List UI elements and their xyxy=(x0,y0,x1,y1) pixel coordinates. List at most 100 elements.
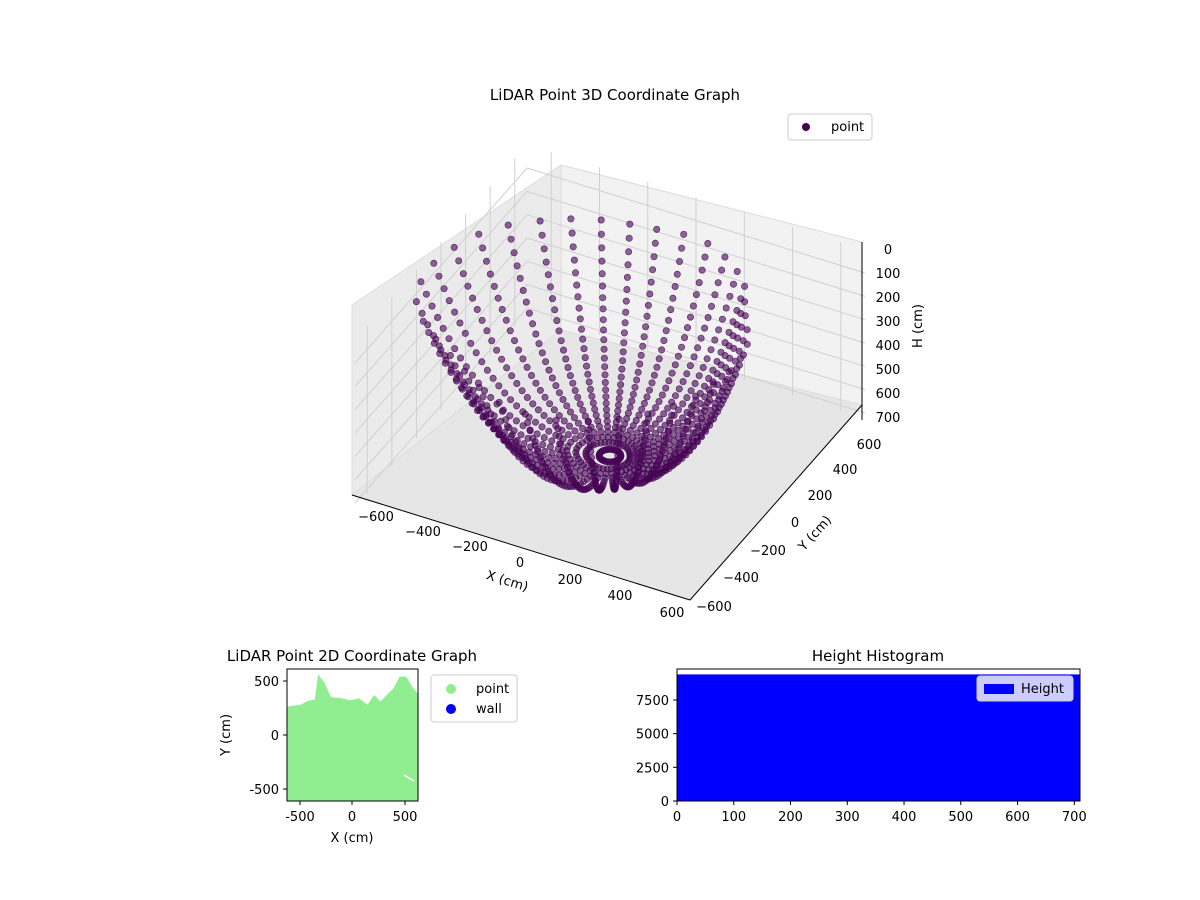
chart3d-point xyxy=(632,416,640,424)
chart3d-point xyxy=(592,411,600,419)
chart3d-legend-label: point xyxy=(831,120,864,135)
chart3d-point xyxy=(680,334,688,342)
chart3d-gridline xyxy=(354,167,528,364)
chart3d-point xyxy=(435,272,443,280)
chart3d-point xyxy=(615,456,623,464)
chart3d-point xyxy=(599,316,607,324)
chart3d-point xyxy=(600,354,608,362)
chart3d-point xyxy=(704,240,712,248)
chart3d-point xyxy=(522,298,530,306)
chart3d-point xyxy=(619,348,627,356)
chart3d-point xyxy=(706,390,714,398)
chart3d-point xyxy=(573,281,581,289)
chart3d-point xyxy=(640,434,648,442)
chart3d-point xyxy=(570,256,578,264)
chart3d-point xyxy=(620,339,628,347)
chart3d-point xyxy=(722,304,730,312)
chart3d-point xyxy=(692,392,700,400)
chart3d-point xyxy=(642,427,650,435)
chart3d-point xyxy=(603,411,611,419)
chart3d-point xyxy=(554,425,562,433)
chart3d-point xyxy=(518,449,526,457)
chart3d-point xyxy=(704,313,712,321)
chart3d-point xyxy=(575,304,583,312)
chart3d-point xyxy=(739,337,747,345)
chart3d-z-tick: 0 xyxy=(884,243,892,258)
chart3d-point xyxy=(652,429,660,437)
chart3d-point xyxy=(564,363,572,371)
chart3d-point xyxy=(637,351,645,359)
chart3d-gridline xyxy=(526,190,866,297)
chart3d-point xyxy=(682,425,690,433)
chart3d-point xyxy=(625,234,633,242)
chart3d-point xyxy=(531,418,539,426)
chart3d-point xyxy=(629,390,637,398)
chart3d-point xyxy=(502,316,510,324)
chart3d-point xyxy=(523,393,531,401)
chart3d-point xyxy=(714,279,722,287)
chart3d-point xyxy=(675,257,683,265)
chart3d-y-tick: −600 xyxy=(696,600,732,615)
chart3d-point xyxy=(576,400,584,408)
chart3d-point xyxy=(526,427,534,435)
chart3d-point xyxy=(445,335,453,343)
chart3d-point xyxy=(662,327,670,335)
chart3d-point xyxy=(542,358,550,366)
chart3d-point xyxy=(662,434,670,442)
chart3d-point xyxy=(538,231,546,239)
chart3d-point xyxy=(456,354,464,362)
chart3d-point xyxy=(467,339,475,347)
chart3d-point xyxy=(660,336,668,344)
chart3d-point xyxy=(552,416,560,424)
chart3d-point xyxy=(644,301,652,309)
chart3d-point xyxy=(579,406,587,414)
chart3d-point xyxy=(551,306,559,314)
chart3d-point xyxy=(680,230,688,238)
chart3d-point xyxy=(587,454,595,462)
chart3d-point xyxy=(546,443,554,451)
chart3d-point xyxy=(599,294,607,302)
chart3d-y-tick: 0 xyxy=(791,516,799,531)
chart3d-point xyxy=(465,377,473,385)
chart3d-point xyxy=(602,386,610,394)
chart3d-point xyxy=(483,402,491,410)
chart3d-point xyxy=(475,230,483,238)
chart3d-point xyxy=(622,297,630,305)
chart2d-x-ticks: -500 0 500 xyxy=(285,801,417,825)
chart3d-point xyxy=(622,308,630,316)
chart3d-point xyxy=(671,361,679,369)
chart3d-point xyxy=(624,261,632,269)
chart3d-point xyxy=(422,290,430,298)
chart3d-gridline xyxy=(354,260,528,457)
chart3d-x-tick: 600 xyxy=(660,606,685,621)
chart3d-point xyxy=(651,420,659,428)
chart3d-point xyxy=(695,372,703,380)
chart3d-point xyxy=(490,282,498,290)
chart3d-point xyxy=(571,427,579,435)
chart3d-point xyxy=(469,386,477,394)
chart3d-point xyxy=(633,429,641,437)
chart3d-point xyxy=(512,417,520,425)
chart3d-z-tick: 500 xyxy=(876,363,901,378)
chart3d-point xyxy=(640,399,648,407)
chart3d-point xyxy=(564,431,572,439)
chart3d-point xyxy=(650,253,658,261)
chart3d-point xyxy=(692,291,700,299)
chart2d-y-tick: 500 xyxy=(254,675,279,690)
chart3d-point xyxy=(588,392,596,400)
chart3d-x-tick: 0 xyxy=(516,556,524,571)
chart3d-point xyxy=(495,382,503,390)
chart3d-point xyxy=(687,410,695,418)
chart3d-point xyxy=(557,337,565,345)
chart3d-point xyxy=(585,378,593,386)
chart3d-point xyxy=(601,363,609,371)
chart3d-point xyxy=(638,405,646,413)
chart3d-point xyxy=(671,392,679,400)
chart3d-point xyxy=(626,220,634,228)
chart3d-point xyxy=(563,402,571,410)
chart3d-point xyxy=(579,335,587,343)
chart3d-point xyxy=(451,308,459,316)
chart3d-point xyxy=(643,312,651,320)
chart3d-point xyxy=(670,402,678,410)
